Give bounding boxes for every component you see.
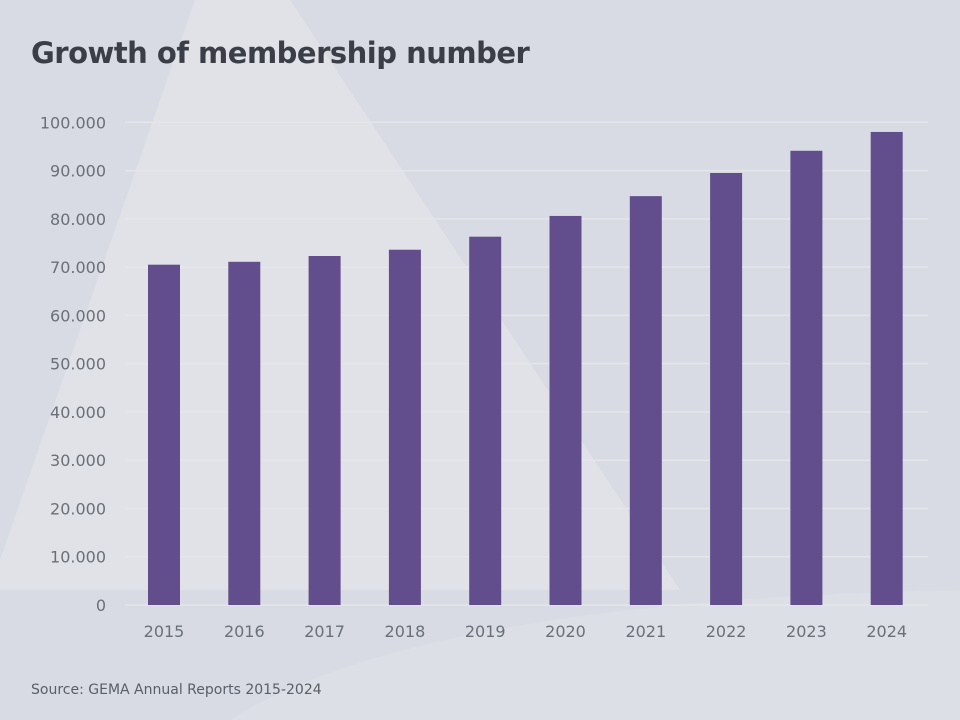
x-tick-label: 2018 — [385, 622, 426, 641]
bar-2016 — [228, 261, 261, 605]
y-tick-label: 10.000 — [50, 548, 106, 567]
x-tick-label: 2019 — [465, 622, 506, 641]
y-tick-label: 50.000 — [50, 355, 106, 374]
bar-2020 — [549, 215, 582, 606]
bar-2022 — [710, 172, 743, 605]
y-tick-label: 70.000 — [50, 258, 106, 277]
y-tick-label: 30.000 — [50, 451, 106, 470]
y-tick-label: 0 — [96, 596, 106, 615]
bar-2017 — [308, 256, 341, 605]
y-tick-label: 80.000 — [50, 210, 106, 229]
x-tick-label: 2024 — [866, 622, 907, 641]
y-tick-label: 90.000 — [50, 162, 106, 181]
chart-title: Growth of membership number — [31, 36, 530, 70]
source-note: Source: GEMA Annual Reports 2015-2024 — [31, 682, 322, 698]
x-tick-label: 2023 — [786, 622, 827, 641]
x-tick-label: 2015 — [144, 622, 185, 641]
y-tick-label: 100.000 — [40, 113, 106, 132]
bar-2018 — [388, 249, 421, 606]
bar-2021 — [629, 196, 662, 605]
bar-2019 — [469, 236, 502, 606]
x-tick-label: 2022 — [706, 622, 747, 641]
x-tick-label: 2016 — [224, 622, 265, 641]
y-tick-label: 40.000 — [50, 403, 106, 422]
bar-2024 — [870, 131, 903, 606]
bar-2023 — [790, 150, 823, 605]
y-tick-label: 60.000 — [50, 306, 106, 325]
x-tick-label: 2017 — [304, 622, 345, 641]
x-tick-label: 2020 — [545, 622, 586, 641]
bar-2015 — [148, 264, 180, 605]
x-tick-label: 2021 — [625, 622, 666, 641]
y-tick-label: 20.000 — [50, 499, 106, 518]
